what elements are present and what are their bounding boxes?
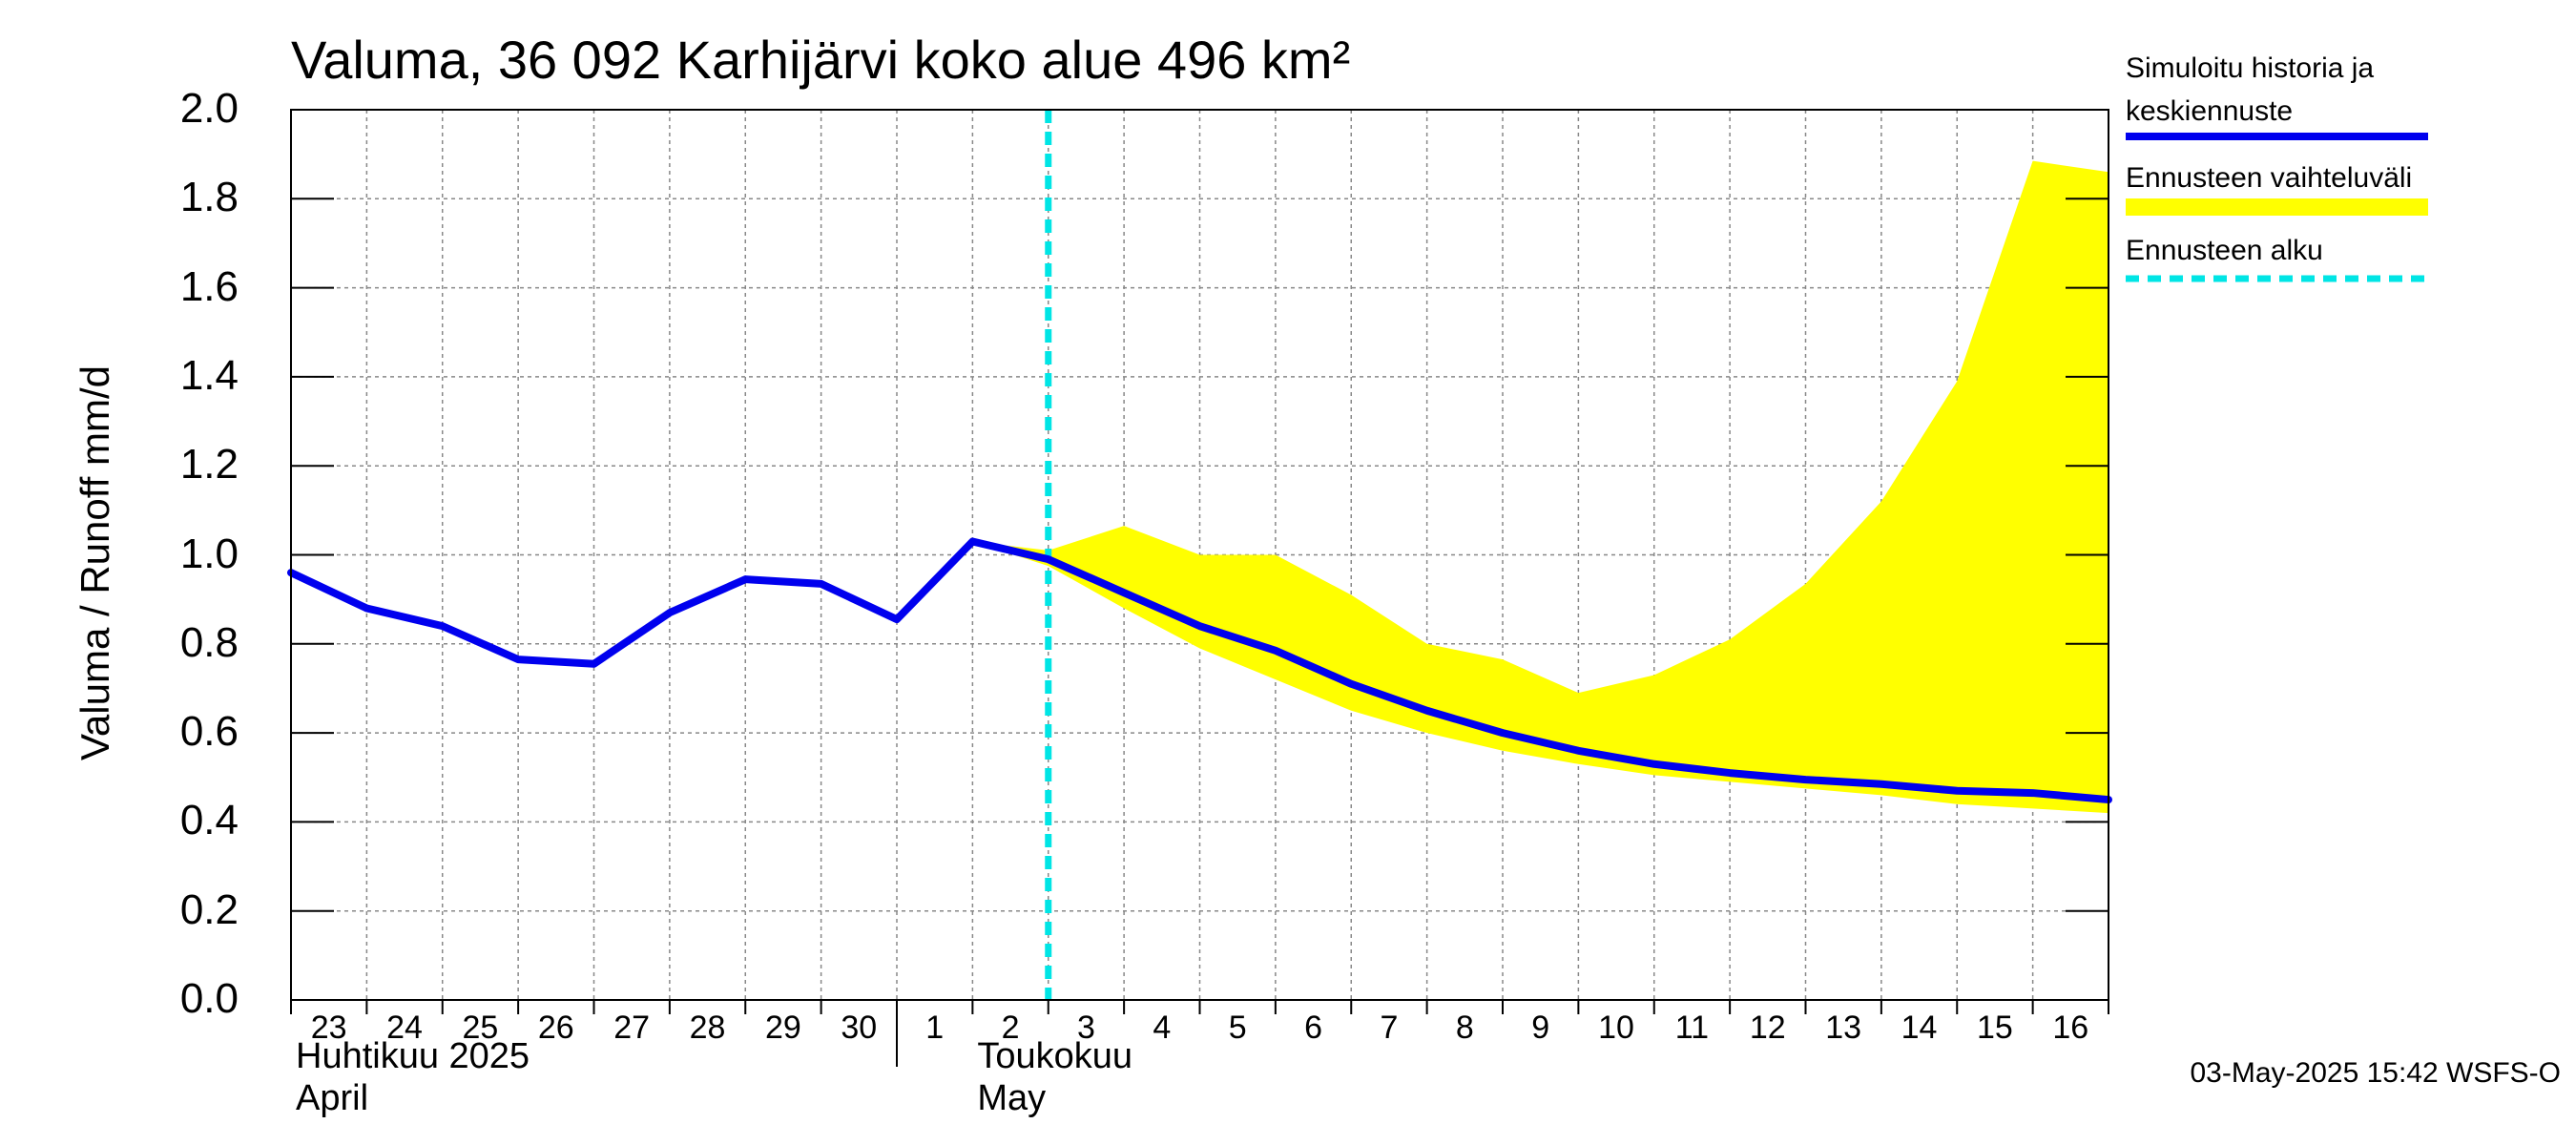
x-tick-label: 25 xyxy=(462,1010,499,1046)
x-tick-label: 6 xyxy=(1304,1010,1323,1046)
x-tick-label: 30 xyxy=(841,1010,878,1046)
y-tick-label: 2.0 xyxy=(179,85,239,132)
x-tick-label: 16 xyxy=(2052,1010,2089,1046)
x-tick-label: 12 xyxy=(1749,1010,1786,1046)
month-label-en: May xyxy=(977,1078,1047,1118)
y-tick-label: 0.4 xyxy=(179,797,239,844)
x-tick-label: 2 xyxy=(1001,1010,1020,1046)
x-tick-label: 13 xyxy=(1825,1010,1862,1046)
x-tick-label: 7 xyxy=(1380,1010,1399,1046)
x-tick-label: 4 xyxy=(1153,1010,1172,1046)
series-line xyxy=(287,537,2112,804)
plot-frame xyxy=(290,109,2109,1067)
series-lines xyxy=(287,110,2112,1000)
x-tick-label: 10 xyxy=(1598,1010,1634,1046)
forecast-range-band xyxy=(972,160,2109,814)
month-label: Huhtikuu 2025 xyxy=(296,1036,530,1076)
x-tick-label: 23 xyxy=(310,1010,347,1046)
x-tick-label: 14 xyxy=(1901,1010,1938,1046)
timestamp: 03-May-2025 15:42 WSFS-O xyxy=(2190,1057,2562,1089)
x-tick-label: 1 xyxy=(925,1010,945,1046)
y-tick-label: 0.8 xyxy=(179,618,239,666)
y-tick-label: 1.0 xyxy=(179,530,239,577)
y-tick-label: 0.6 xyxy=(179,708,239,756)
legend-entry: Simuloitu historia ja xyxy=(2126,52,2375,84)
legend-entry: keskiennuste xyxy=(2126,95,2294,127)
y-tick-label: 0.2 xyxy=(179,885,239,933)
legend-entry: Ennusteen alku xyxy=(2126,235,2323,266)
y-axis-label: Valuma / Runoff mm/d xyxy=(73,365,117,760)
x-tick-label: 11 xyxy=(1674,1010,1710,1046)
legend-entry: Ennusteen vaihteluväli xyxy=(2126,162,2413,194)
x-tick-label: 5 xyxy=(1228,1010,1247,1046)
legend-swatches xyxy=(2126,133,2428,282)
month-label-en: April xyxy=(296,1078,369,1118)
x-tick-label: 27 xyxy=(613,1010,651,1046)
x-tick-label: 29 xyxy=(765,1010,801,1046)
x-tick-label: 26 xyxy=(537,1010,574,1046)
forecast-band xyxy=(972,160,2109,814)
x-tick-label: 24 xyxy=(386,1010,423,1046)
y-tick-label: 1.8 xyxy=(179,174,239,221)
chart-title: Valuma, 36 092 Karhijärvi koko alue 496 … xyxy=(291,30,1351,90)
y-tick-label: 1.6 xyxy=(179,262,239,310)
y-tick-label: 1.4 xyxy=(179,351,239,399)
month-label: Toukokuu xyxy=(977,1036,1133,1076)
x-tick-label: 3 xyxy=(1076,1010,1095,1046)
x-tick-label: 8 xyxy=(1455,1010,1474,1046)
y-tick-label: 1.2 xyxy=(179,441,239,489)
x-tick-label: 15 xyxy=(1977,1010,2013,1046)
x-tick-label: 9 xyxy=(1531,1010,1550,1046)
x-tick-label: 28 xyxy=(689,1010,726,1046)
y-tick-label: 0.0 xyxy=(179,975,239,1022)
